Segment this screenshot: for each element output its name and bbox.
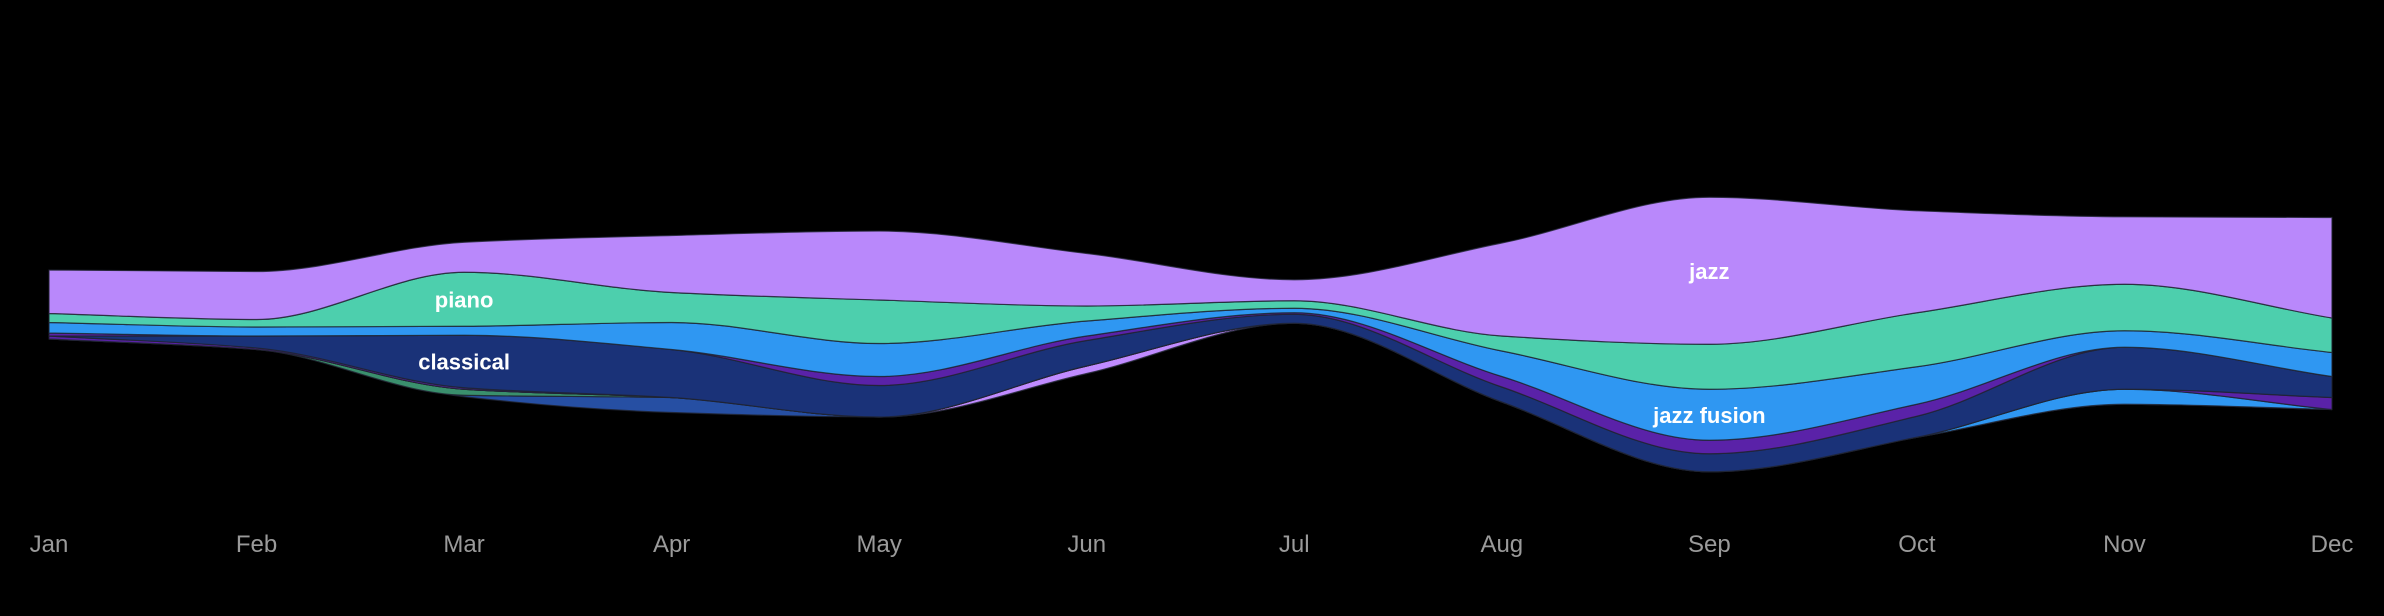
streams-group xyxy=(48,196,2333,473)
x-tick-label: Jun xyxy=(1067,531,1106,558)
stream-labels-group: classical jazz fusion piano jazz xyxy=(418,259,1765,428)
stream-label-jazz: jazz xyxy=(1688,259,1729,284)
stream-label-piano: piano xyxy=(435,287,494,312)
x-tick-label: Oct xyxy=(1898,531,1936,558)
x-tick-label: May xyxy=(857,531,902,558)
stream-label-classical: classical xyxy=(418,350,510,375)
x-tick-label: Apr xyxy=(653,531,690,558)
x-tick-label: Jan xyxy=(30,531,69,558)
x-tick-label: Mar xyxy=(443,531,484,558)
x-tick-label: Jul xyxy=(1279,531,1310,558)
x-tick-label: Sep xyxy=(1688,531,1731,558)
stream-label-jazz-fusion: jazz fusion xyxy=(1652,403,1765,428)
x-tick-label: Nov xyxy=(2103,531,2146,558)
x-axis: Jan Feb Mar Apr May Jun Jul Aug Sep Oct Nov Dec xyxy=(30,531,2354,558)
stream-jazz xyxy=(48,196,2333,345)
x-tick-label: Feb xyxy=(236,531,277,558)
x-tick-label: Dec xyxy=(2311,531,2354,558)
x-tick-label: Aug xyxy=(1480,531,1523,558)
